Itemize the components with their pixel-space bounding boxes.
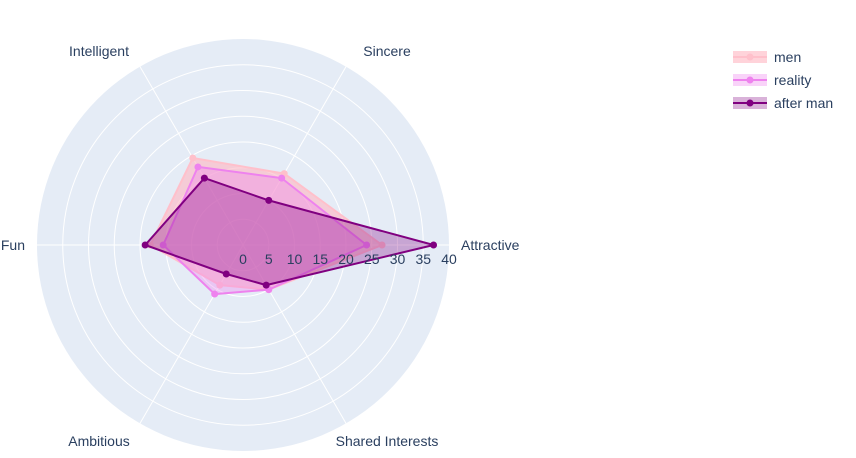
legend-marker (746, 99, 754, 107)
legend-item[interactable]: after man (733, 95, 833, 111)
radial-tick-label: 35 (415, 251, 431, 267)
legend-item[interactable]: men (733, 49, 801, 65)
data-point[interactable] (211, 290, 219, 298)
axis-label-intelligent: Intelligent (69, 43, 129, 59)
axis-label-attractive: Attractive (461, 237, 520, 253)
data-point[interactable] (265, 196, 273, 204)
angular-axis-labels: Attractive Sincere Intelligent Fun Ambitious… (1, 43, 520, 449)
data-point[interactable] (189, 154, 197, 162)
data-point[interactable] (194, 163, 202, 171)
data-point[interactable] (222, 270, 230, 278)
data-point[interactable] (378, 241, 386, 249)
data-point[interactable] (216, 281, 224, 289)
radial-tick-label: 30 (390, 251, 406, 267)
data-point[interactable] (430, 241, 438, 249)
radial-tick-label: 5 (265, 251, 273, 267)
legend-label: after man (774, 95, 833, 111)
axis-label-fun: Fun (1, 237, 25, 253)
series-layer (141, 154, 438, 298)
data-point[interactable] (278, 174, 286, 182)
data-point[interactable] (262, 281, 270, 289)
radial-tick-label: 40 (441, 251, 457, 267)
data-point[interactable] (363, 241, 371, 249)
series-after-man (141, 174, 438, 289)
series-reality (159, 163, 371, 298)
axis-label-ambitious: Ambitious (68, 433, 129, 449)
legend-label: reality (774, 72, 811, 88)
axis-label-shared-interests: Shared Interests (336, 433, 439, 449)
data-point[interactable] (159, 241, 167, 249)
legend-marker (746, 53, 754, 61)
data-point[interactable] (141, 241, 149, 249)
radial-tick-label: 0 (239, 251, 247, 267)
radial-tick-label: 10 (287, 251, 303, 267)
radial-tick-labels: 0 5 10 15 20 25 30 35 40 (239, 251, 457, 267)
data-point[interactable] (200, 174, 208, 182)
radial-tick-label: 20 (338, 251, 354, 267)
legend-label: men (774, 49, 801, 65)
legend-marker (746, 76, 754, 84)
legend-item[interactable]: reality (733, 72, 811, 88)
radial-tick-label: 15 (312, 251, 328, 267)
axis-label-sincere: Sincere (363, 43, 411, 59)
radial-tick-label: 25 (364, 251, 380, 267)
legend[interactable]: men reality after man (733, 49, 833, 111)
